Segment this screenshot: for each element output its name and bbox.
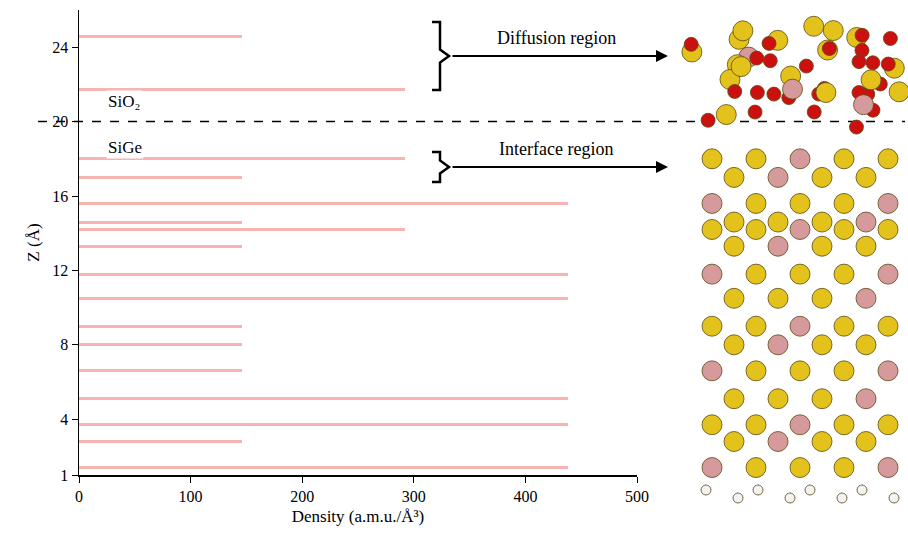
svg-text:500: 500 (625, 488, 649, 505)
svg-text:1: 1 (60, 467, 68, 484)
svg-text:200: 200 (290, 488, 314, 505)
svg-text:SiGe: SiGe (108, 138, 142, 157)
svg-text:4: 4 (60, 411, 68, 428)
svg-text:20: 20 (52, 113, 68, 130)
svg-text:Diffusion region: Diffusion region (497, 28, 616, 48)
svg-text:400: 400 (513, 488, 537, 505)
svg-text:0: 0 (75, 488, 83, 505)
svg-text:300: 300 (402, 488, 426, 505)
svg-text:Interface region: Interface region (499, 139, 613, 159)
svg-text:24: 24 (52, 39, 68, 56)
svg-text:12: 12 (52, 262, 68, 279)
svg-text:100: 100 (179, 488, 203, 505)
svg-text:SiO₂: SiO₂ (108, 92, 140, 111)
svg-text:Density (a.m.u./Å³): Density (a.m.u./Å³) (292, 507, 425, 526)
svg-text:Z (Å): Z (Å) (24, 223, 43, 261)
svg-text:16: 16 (52, 188, 68, 205)
svg-text:8: 8 (60, 336, 68, 353)
